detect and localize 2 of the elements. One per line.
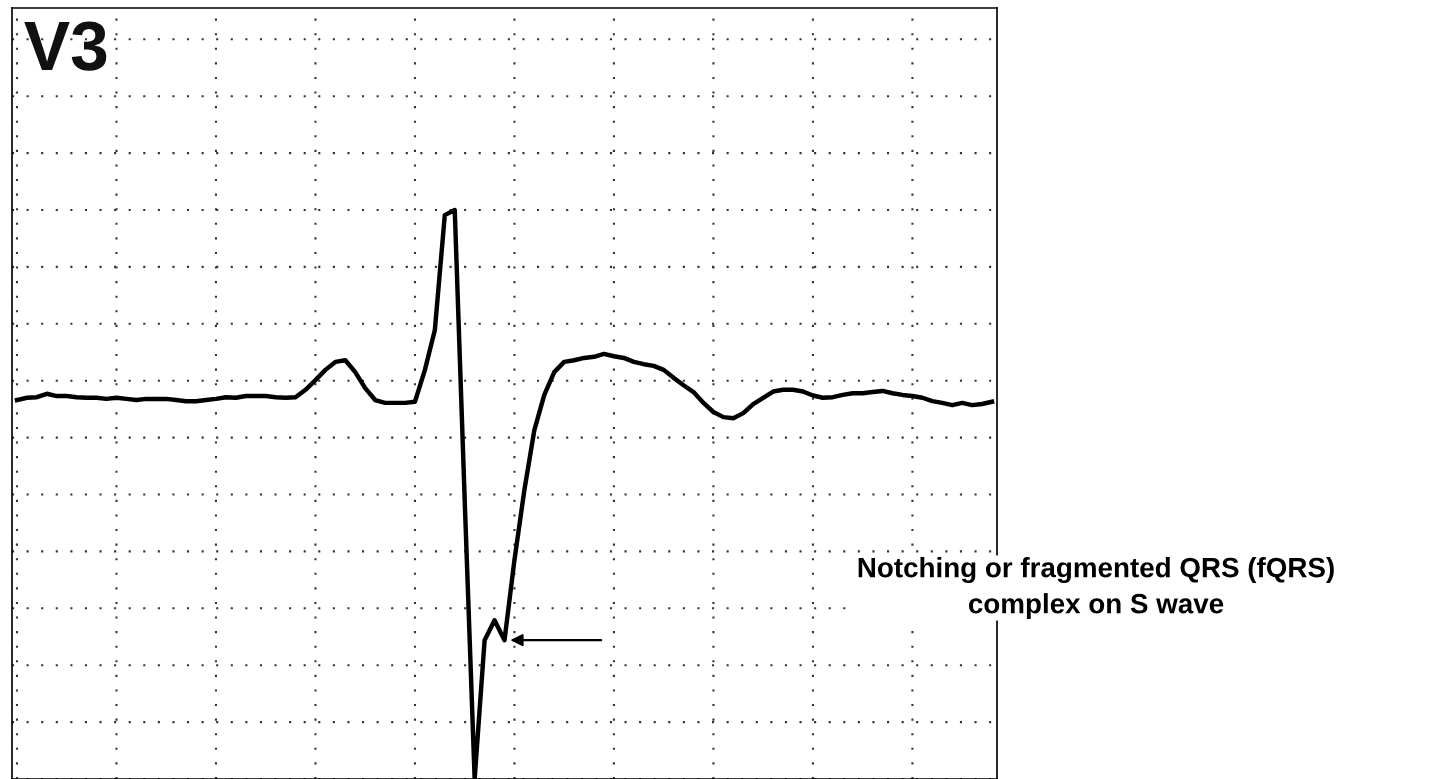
chart-title: V3 — [24, 21, 107, 71]
annotation: Notching or fragmented QRS (fQRS) complex on S wave — [858, 557, 1334, 619]
